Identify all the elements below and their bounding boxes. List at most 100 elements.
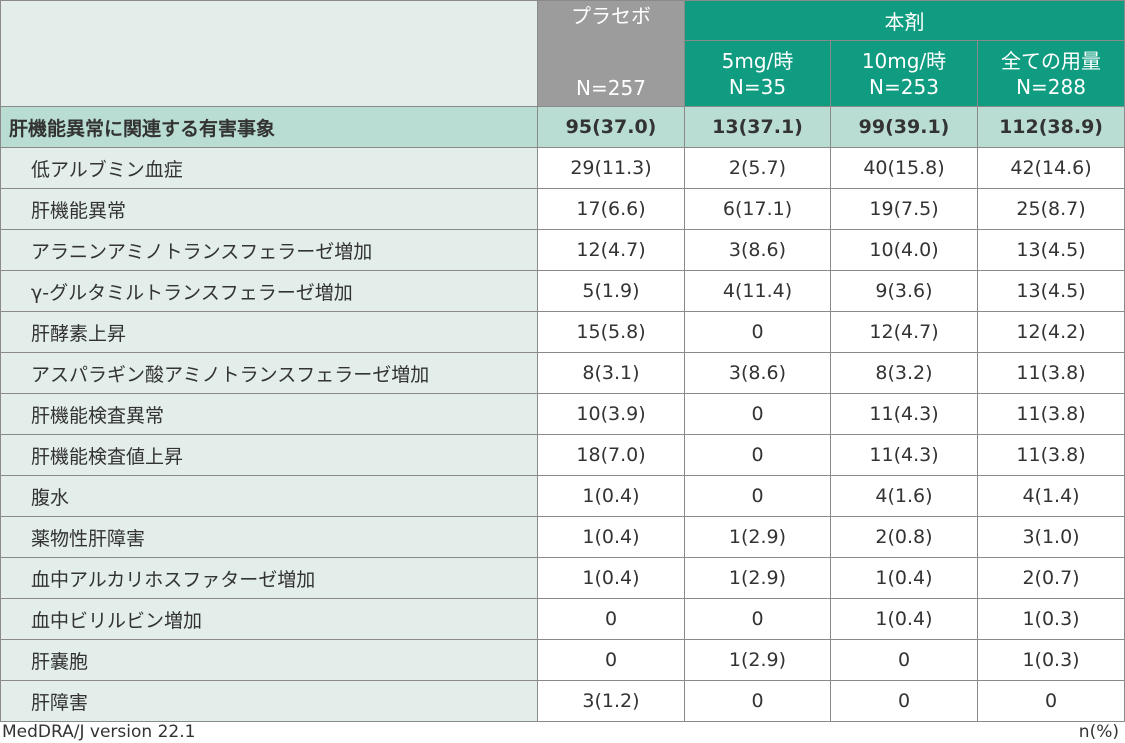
row-label: 肝酵素上昇 (0, 311, 538, 353)
row-value-10mg: 0 (830, 639, 978, 681)
header-placebo: プラセボ N=257 (537, 0, 685, 107)
dose-n: N=288 (1016, 74, 1086, 99)
row-value-10mg: 1(0.4) (830, 598, 978, 640)
row-value-10mg: 2(0.8) (830, 516, 978, 558)
row-value-placebo: 10(3.9) (537, 393, 685, 435)
summary-value-5mg: 13(37.1) (684, 106, 831, 148)
row-value-all: 3(1.0) (976, 516, 1125, 558)
header-corner-cell (0, 0, 538, 107)
header-dose-5mg: 5mg/時 N=35 (684, 40, 831, 107)
row-value-5mg: 3(8.6) (684, 352, 831, 394)
header-dose-10mg: 10mg/時 N=253 (830, 40, 978, 107)
row-value-all: 42(14.6) (976, 147, 1125, 189)
summary-row: 肝機能異常に関連する有害事象 95(37.0) 13(37.1) 99(39.1… (0, 106, 1125, 148)
table-row: 血中ビリルビン増加 0 0 1(0.4) 1(0.3) (0, 598, 1125, 640)
table-row: γ-グルタミルトランスフェラーゼ増加 5(1.9) 4(11.4) 9(3.6) 13(… (0, 270, 1125, 312)
row-value-placebo: 0 (537, 598, 685, 640)
table-row: 肝酵素上昇 15(5.8) 0 12(4.7) 12(4.2) (0, 311, 1125, 353)
row-value-10mg: 0 (830, 680, 978, 722)
row-value-placebo: 1(0.4) (537, 516, 685, 558)
adverse-events-table: プラセボ N=257 本剤 5mg/時 N=35 10mg/時 N=253 全て… (0, 0, 1125, 722)
row-value-placebo: 12(4.7) (537, 229, 685, 271)
row-value-5mg: 1(2.9) (684, 557, 831, 599)
row-value-all: 13(4.5) (976, 229, 1125, 271)
row-value-10mg: 9(3.6) (830, 270, 978, 312)
row-label: 低アルブミン血症 (0, 147, 538, 189)
row-value-5mg: 2(5.7) (684, 147, 831, 189)
table-row: 肝障害 3(1.2) 0 0 0 (0, 680, 1125, 722)
row-value-placebo: 1(0.4) (537, 475, 685, 517)
row-value-5mg: 0 (684, 598, 831, 640)
row-label: 肝機能検査異常 (0, 393, 538, 435)
table-row: 低アルブミン血症 29(11.3) 2(5.7) 40(15.8) 42(14.6) (0, 147, 1125, 189)
row-label: 肝機能検査値上昇 (0, 434, 538, 476)
row-label: 血中アルカリホスファターゼ増加 (0, 557, 538, 599)
row-value-all: 25(8.7) (976, 188, 1125, 230)
row-value-all: 0 (976, 680, 1125, 722)
row-value-5mg: 0 (684, 475, 831, 517)
row-label: 肝嚢胞 (0, 639, 538, 681)
row-value-10mg: 10(4.0) (830, 229, 978, 271)
table-row: 肝機能異常 17(6.6) 6(17.1) 19(7.5) 25(8.7) (0, 188, 1125, 230)
row-value-all: 11(3.8) (976, 434, 1125, 476)
table-row: 肝嚢胞 0 1(2.9) 0 1(0.3) (0, 639, 1125, 681)
summary-value-10mg: 99(39.1) (830, 106, 978, 148)
row-value-all: 13(4.5) (976, 270, 1125, 312)
row-label: 薬物性肝障害 (0, 516, 538, 558)
row-value-placebo: 0 (537, 639, 685, 681)
row-label: γ-グルタミルトランスフェラーゼ増加 (0, 270, 538, 312)
table-row: アスパラギン酸アミノトランスフェラーゼ増加 8(3.1) 3(8.6) 8(3.2) 1… (0, 352, 1125, 394)
row-value-10mg: 11(4.3) (830, 393, 978, 435)
dose-label: 10mg/時 (861, 48, 947, 73)
placebo-n: N=257 (576, 76, 646, 100)
row-value-placebo: 17(6.6) (537, 188, 685, 230)
row-value-5mg: 3(8.6) (684, 229, 831, 271)
table-row: 肝機能検査値上昇 18(7.0) 0 11(4.3) 11(3.8) (0, 434, 1125, 476)
header-drug-group: 本剤 (683, 0, 1125, 41)
table-row: 薬物性肝障害 1(0.4) 1(2.9) 2(0.8) 3(1.0) (0, 516, 1125, 558)
row-value-placebo: 18(7.0) (537, 434, 685, 476)
table-header: プラセボ N=257 本剤 5mg/時 N=35 10mg/時 N=253 全て… (0, 0, 1125, 107)
footer-unit-note: n(%) (1078, 722, 1119, 742)
placebo-label: プラセボ (571, 4, 651, 28)
table-row: 腹水 1(0.4) 0 4(1.6) 4(1.4) (0, 475, 1125, 517)
row-value-all: 1(0.3) (976, 639, 1125, 681)
table-body: 肝機能異常に関連する有害事象 95(37.0) 13(37.1) 99(39.1… (0, 106, 1125, 722)
table-row: 肝機能検査異常 10(3.9) 0 11(4.3) 11(3.8) (0, 393, 1125, 435)
header-dose-all: 全ての用量 N=288 (976, 40, 1125, 107)
row-value-all: 11(3.8) (976, 393, 1125, 435)
row-label: 血中ビリルビン増加 (0, 598, 538, 640)
row-value-10mg: 19(7.5) (830, 188, 978, 230)
dose-label: 全ての用量 (1001, 48, 1102, 73)
row-value-10mg: 8(3.2) (830, 352, 978, 394)
row-value-10mg: 11(4.3) (830, 434, 978, 476)
row-value-5mg: 0 (684, 393, 831, 435)
row-label: 肝障害 (0, 680, 538, 722)
row-value-5mg: 4(11.4) (684, 270, 831, 312)
row-value-all: 12(4.2) (976, 311, 1125, 353)
row-label: アラニンアミノトランスフェラーゼ増加 (0, 229, 538, 271)
dose-label: 5mg/時 (721, 48, 794, 73)
row-value-all: 2(0.7) (976, 557, 1125, 599)
row-value-5mg: 1(2.9) (684, 639, 831, 681)
row-value-placebo: 5(1.9) (537, 270, 685, 312)
row-value-5mg: 1(2.9) (684, 516, 831, 558)
row-value-5mg: 0 (684, 680, 831, 722)
dose-n: N=253 (869, 74, 939, 99)
row-value-all: 11(3.8) (976, 352, 1125, 394)
row-value-all: 4(1.4) (976, 475, 1125, 517)
row-value-placebo: 29(11.3) (537, 147, 685, 189)
row-value-placebo: 8(3.1) (537, 352, 685, 394)
row-label: 肝機能異常 (0, 188, 538, 230)
table-row: 血中アルカリホスファターゼ増加 1(0.4) 1(2.9) 1(0.4) 2(0.7) (0, 557, 1125, 599)
summary-value-all: 112(38.9) (976, 106, 1125, 148)
row-value-placebo: 1(0.4) (537, 557, 685, 599)
row-value-10mg: 12(4.7) (830, 311, 978, 353)
row-label: 腹水 (0, 475, 538, 517)
summary-label: 肝機能異常に関連する有害事象 (0, 106, 538, 148)
row-value-10mg: 1(0.4) (830, 557, 978, 599)
row-label: アスパラギン酸アミノトランスフェラーゼ増加 (0, 352, 538, 394)
row-value-placebo: 3(1.2) (537, 680, 685, 722)
row-value-placebo: 15(5.8) (537, 311, 685, 353)
row-value-10mg: 40(15.8) (830, 147, 978, 189)
